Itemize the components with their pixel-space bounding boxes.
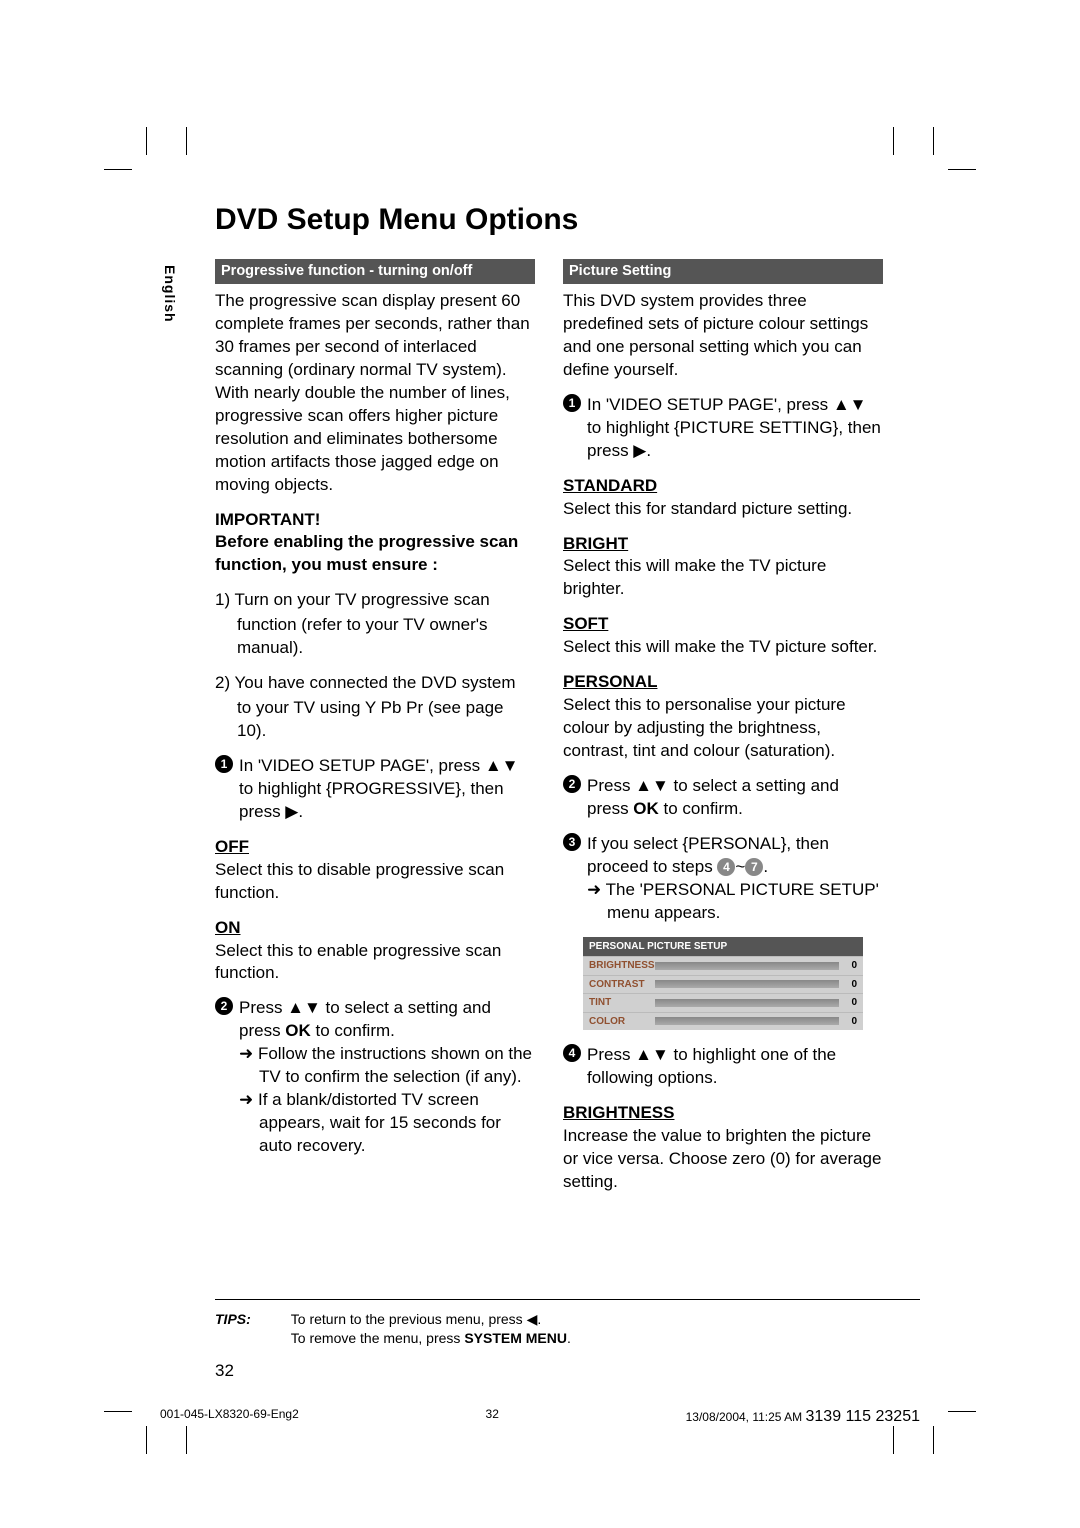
right-step-3-text-a: If you select {PERSONAL}, then proceed t…	[587, 834, 829, 876]
right-step-1-text: In 'VIDEO SETUP PAGE', press ▲▼ to highl…	[587, 394, 883, 463]
off-heading: OFF	[215, 836, 535, 859]
footer-code: 3139 115 23251	[806, 1408, 920, 1425]
right-column: Picture Setting This DVD system provides…	[563, 259, 883, 1206]
tips-section: TIPS: To return to the previous menu, pr…	[215, 1299, 920, 1348]
footer-page: 32	[486, 1406, 499, 1428]
step-number-1-icon: 1	[215, 755, 233, 773]
tips-label: TIPS:	[215, 1310, 251, 1348]
ensure-item-1: 1) Turn on your TV progressive scan	[215, 589, 535, 612]
brightness-heading: BRIGHTNESS	[563, 1102, 883, 1125]
section-heading-picture: Picture Setting	[563, 259, 883, 285]
setup-row-tint: TINT 0	[583, 993, 863, 1012]
ok-label: OK	[285, 1021, 311, 1040]
personal-picture-setup-box: PERSONAL PICTURE SETUP BRIGHTNESS 0 CONT…	[583, 937, 863, 1031]
page-number: 32	[215, 1360, 234, 1383]
footer-filename: 001-045-LX8320-69-Eng2	[160, 1406, 299, 1428]
setup-row-value: 0	[841, 1015, 863, 1029]
tips-body: To return to the previous menu, press ◀.…	[291, 1310, 571, 1348]
step-number-2-icon: 2	[215, 997, 233, 1015]
tips-line-2: To remove the menu, press SYSTEM MENU.	[291, 1329, 571, 1348]
slider-bar-icon	[655, 962, 839, 970]
right-step-3-body: If you select {PERSONAL}, then proceed t…	[587, 833, 883, 925]
off-text: Select this to disable progressive scan …	[215, 859, 535, 905]
footer-date: 13/08/2004, 11:25 AM	[686, 1410, 803, 1424]
tilde: ~	[735, 857, 745, 876]
setup-row-brightness: BRIGHTNESS 0	[583, 956, 863, 975]
on-heading: ON	[215, 917, 535, 940]
right-step-3-text-c: .	[763, 857, 768, 876]
tips-line-2a: To remove the menu, press	[291, 1330, 465, 1346]
setup-row-label: CONTRAST	[583, 976, 653, 994]
setup-box-title: PERSONAL PICTURE SETUP	[583, 937, 863, 957]
slider-bar-icon	[655, 999, 839, 1007]
tips-line-1: To return to the previous menu, press ◀.	[291, 1310, 571, 1329]
ensure-item-2: 2) You have connected the DVD system	[215, 672, 535, 695]
right-step-4: 4 Press ▲▼ to highlight one of the follo…	[563, 1044, 883, 1090]
left-step-2-body: Press ▲▼ to select a setting and press O…	[239, 997, 535, 1158]
standard-text: Select this for standard picture setting…	[563, 498, 883, 521]
language-tab: English	[160, 265, 179, 323]
right-step-2-body: Press ▲▼ to select a setting and press O…	[587, 775, 883, 821]
right-step-3-result: ➜ The 'PERSONAL PICTURE SETUP' menu appe…	[587, 879, 883, 925]
left-step-2-result-2: ➜ If a blank/distorted TV screen appears…	[239, 1089, 535, 1158]
step-number-4-icon: 4	[563, 1044, 581, 1062]
bright-text: Select this will make the TV picture bri…	[563, 555, 883, 601]
important-subheading: Before enabling the progressive scan fun…	[215, 531, 535, 577]
progressive-intro: The progressive scan display present 60 …	[215, 290, 535, 496]
soft-heading: SOFT	[563, 613, 883, 636]
page-title: DVD Setup Menu Options	[215, 200, 920, 241]
left-step-1-text: In 'VIDEO SETUP PAGE', press ▲▼ to highl…	[239, 755, 535, 824]
ensure-item-1-cont: function (refer to your TV owner's manua…	[215, 614, 535, 660]
soft-text: Select this will make the TV picture sof…	[563, 636, 883, 659]
setup-row-value: 0	[841, 996, 863, 1010]
right-step-2: 2 Press ▲▼ to select a setting and press…	[563, 775, 883, 821]
slider-bar-icon	[655, 980, 839, 988]
setup-row-label: COLOR	[583, 1013, 653, 1031]
manual-page: DVD Setup Menu Options English Progressi…	[160, 200, 920, 1398]
setup-row-color: COLOR 0	[583, 1012, 863, 1031]
footer-right: 13/08/2004, 11:25 AM 3139 115 23251	[686, 1406, 920, 1428]
right-step-2-end: to confirm.	[659, 799, 743, 818]
setup-row-label: TINT	[583, 994, 653, 1012]
ensure-item-2-cont: to your TV using Y Pb Pr (see page 10).	[215, 697, 535, 743]
setup-row-value: 0	[841, 959, 863, 973]
personal-heading: PERSONAL	[563, 671, 883, 694]
left-step-2-end: to confirm.	[311, 1021, 395, 1040]
tips-line-2c: .	[567, 1330, 571, 1346]
ok-label: OK	[633, 799, 659, 818]
step-ref-7-icon: 7	[745, 858, 763, 876]
section-heading-progressive: Progressive function - turning on/off	[215, 259, 535, 285]
left-step-2: 2 Press ▲▼ to select a setting and press…	[215, 997, 535, 1158]
setup-row-contrast: CONTRAST 0	[583, 975, 863, 994]
bright-heading: BRIGHT	[563, 533, 883, 556]
step-number-1-icon: 1	[563, 394, 581, 412]
print-footer: 001-045-LX8320-69-Eng2 32 13/08/2004, 11…	[160, 1406, 920, 1428]
picture-intro: This DVD system provides three predefine…	[563, 290, 883, 382]
right-step-1: 1 In 'VIDEO SETUP PAGE', press ▲▼ to hig…	[563, 394, 883, 463]
standard-heading: STANDARD	[563, 475, 883, 498]
left-step-1: 1 In 'VIDEO SETUP PAGE', press ▲▼ to hig…	[215, 755, 535, 824]
left-step-2-result-1: ➜ Follow the instructions shown on the T…	[239, 1043, 535, 1089]
important-heading: IMPORTANT!	[215, 509, 535, 532]
right-step-3: 3 If you select {PERSONAL}, then proceed…	[563, 833, 883, 925]
step-number-3-icon: 3	[563, 833, 581, 851]
right-step-4-text: Press ▲▼ to highlight one of the followi…	[587, 1044, 883, 1090]
on-text: Select this to enable progressive scan f…	[215, 940, 535, 986]
step-ref-4-icon: 4	[717, 858, 735, 876]
personal-text: Select this to personalise your picture …	[563, 694, 883, 763]
slider-bar-icon	[655, 1017, 839, 1025]
left-column: Progressive function - turning on/off Th…	[215, 259, 535, 1206]
setup-row-value: 0	[841, 978, 863, 992]
brightness-text: Increase the value to brighten the pictu…	[563, 1125, 883, 1194]
step-number-2-icon: 2	[563, 775, 581, 793]
system-menu-label: SYSTEM MENU	[464, 1330, 567, 1346]
setup-row-label: BRIGHTNESS	[583, 957, 653, 975]
